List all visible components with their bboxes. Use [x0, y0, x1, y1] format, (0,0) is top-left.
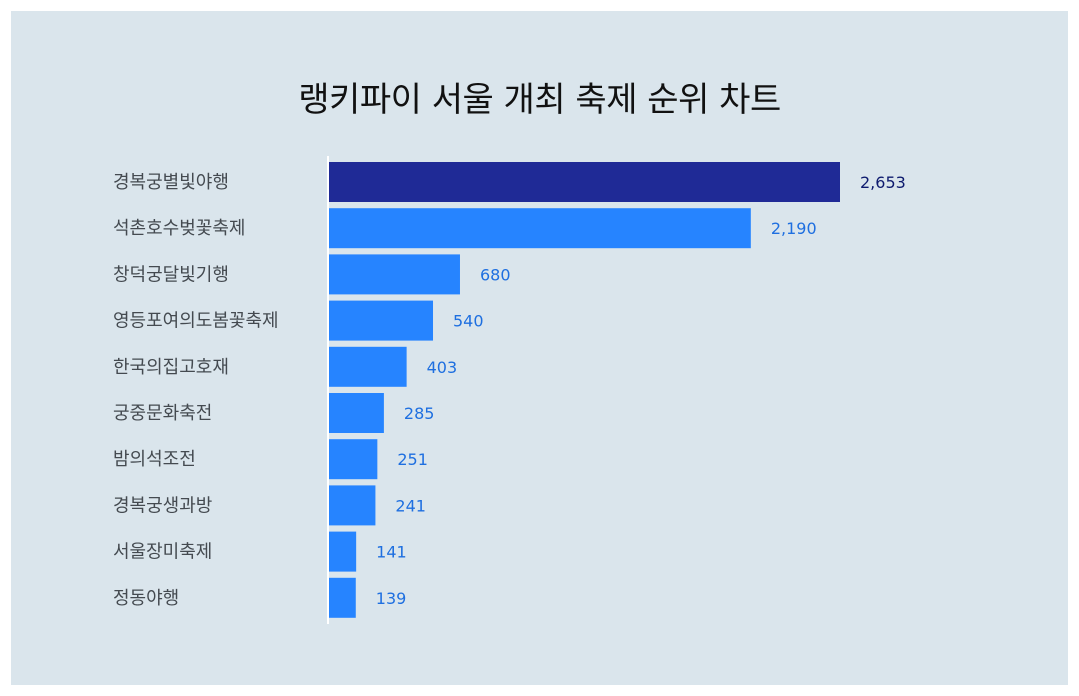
bar-6 — [329, 393, 384, 433]
bar-5 — [329, 346, 407, 387]
bar-2 — [329, 208, 751, 249]
category-label: 석촌호수벚꽃축제 — [113, 218, 245, 239]
bar-10 — [329, 577, 356, 618]
value-label: 285 — [404, 404, 435, 423]
bar-1 — [329, 162, 840, 202]
bar-8 — [329, 485, 376, 526]
bar-4 — [329, 300, 434, 341]
category-label: 창덕궁달빛기행 — [113, 264, 229, 285]
category-label: 한국의집고호재 — [113, 357, 229, 378]
chart-title: 랭키파이 서울 개최 축제 순위 차트 — [298, 80, 781, 120]
value-label: 2,190 — [771, 219, 817, 238]
category-label: 정동야행 — [113, 588, 179, 609]
value-label: 680 — [480, 265, 511, 284]
value-label: 141 — [376, 543, 407, 562]
value-label: 251 — [397, 450, 428, 469]
value-label: 540 — [453, 312, 484, 331]
category-label: 경복궁별빛야행 — [113, 172, 229, 193]
category-label: 궁중문화축전 — [113, 403, 212, 424]
category-label: 서울장미축제 — [113, 542, 212, 563]
bar-9 — [329, 531, 357, 572]
category-label: 영등포여의도봄꽃축제 — [113, 311, 279, 332]
value-label: 241 — [395, 496, 426, 515]
bar-3 — [329, 254, 460, 295]
chart-background — [11, 11, 1068, 685]
value-label: 403 — [427, 358, 458, 377]
bar-7 — [329, 439, 378, 480]
value-label: 2,653 — [860, 173, 906, 192]
category-label: 밤의석조전 — [113, 449, 196, 470]
value-label: 139 — [376, 589, 407, 608]
category-label: 경복궁생과방 — [113, 495, 212, 516]
